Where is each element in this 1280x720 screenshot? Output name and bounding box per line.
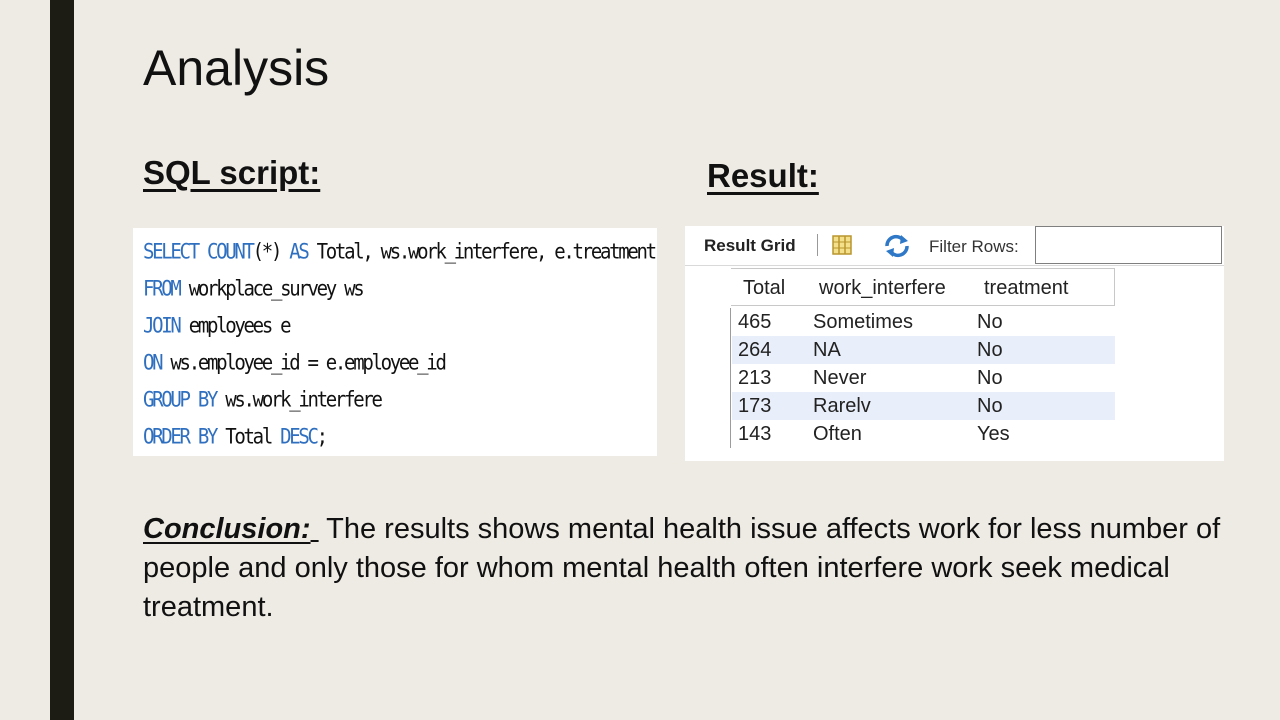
sql-keyword: JOIN (143, 313, 182, 339)
table-row[interactable]: 143 Often Yes (685, 420, 1115, 448)
sql-script-heading: SQL script: (143, 154, 321, 191)
cell-work-interfere[interactable]: Often (813, 423, 862, 445)
sql-text: workplace_survey ws (179, 276, 365, 302)
sql-text: ws.work_interfere (216, 387, 383, 413)
row-selector[interactable] (685, 336, 731, 364)
cell-total[interactable]: 173 (738, 395, 772, 417)
conclusion-label: Conclusion: (143, 513, 311, 545)
sql-text: ; (316, 424, 328, 450)
sql-line: SELECT COUNT(*) AS Total, ws.work_interf… (143, 232, 657, 273)
cell-total[interactable]: 143 (738, 423, 772, 445)
conclusion-text: The results shows mental health issue af… (143, 513, 1221, 623)
cell-treatment[interactable]: No (977, 367, 1003, 389)
row-selector[interactable] (685, 420, 731, 448)
cell-work-interfere[interactable]: Never (813, 367, 867, 389)
cell-treatment[interactable]: No (977, 395, 1003, 417)
cell-treatment[interactable]: Yes (977, 423, 1010, 445)
result-grid-label[interactable]: Result Grid (704, 236, 796, 255)
cell-total[interactable]: 213 (738, 367, 772, 389)
row-selector-header[interactable] (685, 268, 732, 306)
cell-treatment[interactable]: No (977, 339, 1003, 361)
sql-line: FROM workplace_survey ws (143, 269, 657, 310)
row-selector[interactable] (685, 308, 731, 336)
filter-rows-label: Filter Rows: (929, 237, 1019, 256)
cell-work-interfere[interactable]: Rarelv (813, 395, 871, 417)
result-heading: Result: (707, 157, 819, 194)
cell-treatment[interactable]: No (977, 311, 1003, 333)
table-row[interactable]: 264 NA No (685, 336, 1115, 364)
sql-keyword: SELECT COUNT (143, 239, 255, 265)
cell-work-interfere[interactable]: NA (813, 339, 841, 361)
sql-keyword: ORDER BY (143, 424, 218, 450)
cell-total[interactable]: 264 (738, 339, 772, 361)
slide-title: Analysis (143, 40, 330, 96)
sql-text: employees e (179, 313, 292, 339)
sql-text: Total (216, 424, 281, 450)
sql-line: ORDER BY Total DESC; (143, 417, 657, 456)
sql-keyword: FROM (143, 276, 182, 302)
grid-header-row: Total work_interfere treatment (685, 268, 1115, 306)
result-grid-panel: Result Grid Filter Rows: Total work_i (685, 226, 1224, 461)
sql-keyword: GROUP BY (143, 387, 218, 413)
table-row[interactable]: 213 Never No (685, 364, 1115, 392)
toolbar-separator (817, 234, 818, 256)
table-row[interactable]: 465 Sometimes No (685, 308, 1115, 336)
sql-keyword: ON (143, 350, 164, 376)
sql-keyword: DESC (280, 424, 319, 450)
row-selector[interactable] (685, 392, 731, 420)
table-row[interactable]: 173 Rarelv No (685, 392, 1115, 420)
sql-code-panel: SELECT COUNT(*) AS Total, ws.work_interf… (133, 228, 657, 456)
cell-total[interactable]: 465 (738, 311, 772, 333)
column-header-treatment[interactable]: treatment (972, 268, 1115, 306)
refresh-icon[interactable] (883, 234, 911, 258)
row-selector[interactable] (685, 364, 731, 392)
sql-line: JOIN employees e (143, 306, 657, 347)
column-header-total[interactable]: Total (731, 268, 808, 306)
result-toolbar: Result Grid Filter Rows: (685, 226, 1224, 266)
sql-text: ws.employee_id = e.employee_id (161, 350, 446, 376)
cell-work-interfere[interactable]: Sometimes (813, 311, 914, 333)
sql-text: Total, ws.work_interfere, e.treatment (307, 239, 657, 265)
sql-line: GROUP BY ws.work_interfere (143, 380, 657, 421)
conclusion-paragraph: Conclusion: The results shows mental hea… (143, 510, 1233, 627)
sql-keyword: AS (289, 239, 310, 265)
column-header-work-interfere[interactable]: work_interfere (807, 268, 973, 306)
grid-layout-icon[interactable] (832, 235, 852, 255)
slide-accent-bar (50, 0, 74, 720)
filter-rows-input[interactable] (1035, 226, 1222, 264)
sql-line: ON ws.employee_id = e.employee_id (143, 343, 657, 384)
sql-text: (*) (252, 239, 290, 265)
